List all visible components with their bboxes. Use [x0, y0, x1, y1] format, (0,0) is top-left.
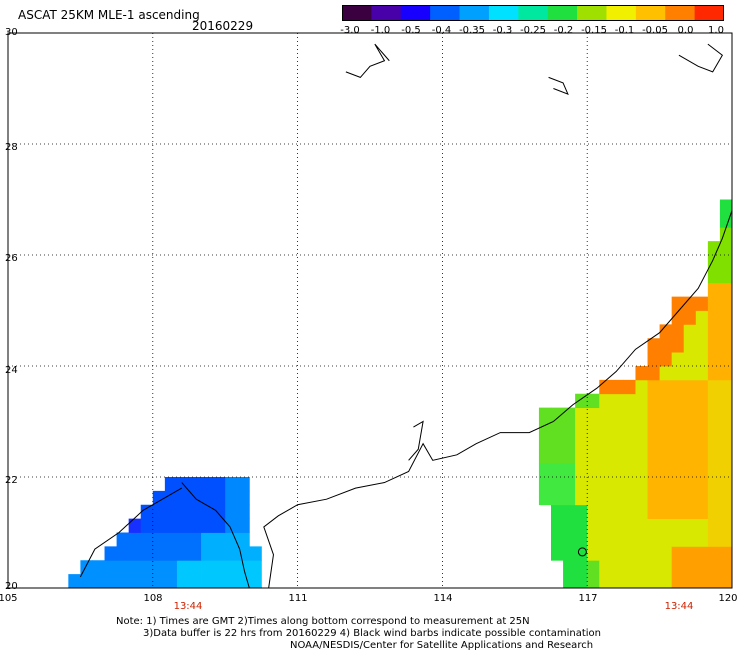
- coastline: [79, 43, 733, 589]
- note-line-3: NOAA/NESDIS/Center for Satellite Applica…: [290, 640, 594, 651]
- color-scale-swatch: [606, 5, 637, 21]
- color-scale-tick-label: -0.05: [642, 25, 668, 36]
- lon-label-105: 105: [0, 593, 18, 604]
- color-scale-tick-label: -0.35: [459, 25, 485, 36]
- color-scale-swatch: [635, 5, 666, 21]
- color-scale-bar: [342, 5, 724, 21]
- note-line-1: Note: 1) Times are GMT 2)Times along bot…: [116, 616, 530, 627]
- map-frame: [7, 32, 733, 589]
- lat-label-24: 24: [5, 365, 18, 376]
- product-title: ASCAT 25KM MLE-1 ascending: [18, 8, 200, 22]
- time-label-west: 13:44: [173, 601, 203, 612]
- lat-label-26: 26: [5, 253, 18, 264]
- lat-label-20: 20: [5, 581, 18, 592]
- color-scale-tick-label: -0.5: [401, 25, 421, 36]
- color-scale-swatch: [547, 5, 578, 21]
- data-swaths: [68, 199, 733, 589]
- color-scale-tick-label: 0.0: [677, 25, 694, 36]
- lon-label-120: 120: [718, 593, 738, 604]
- lon-label-117: 117: [578, 593, 598, 604]
- color-scale-tick-label: -0.25: [520, 25, 546, 36]
- lon-label-108: 108: [143, 593, 163, 604]
- color-scale-swatch: [577, 5, 607, 21]
- color-scale-swatch: [430, 5, 461, 21]
- lon-label-111: 111: [288, 593, 308, 604]
- lat-lon-grid: [8, 33, 732, 588]
- color-scale-swatch: [459, 5, 490, 21]
- color-scale-swatch: [694, 5, 724, 21]
- lat-label-28: 28: [5, 142, 18, 153]
- color-scale-tick-label: -0.4: [431, 25, 452, 36]
- color-scale-tick-label: -0.3: [492, 25, 513, 36]
- color-scale-tick-label: -3.0: [340, 25, 360, 36]
- color-scale-tick-label: -0.15: [581, 25, 607, 36]
- color-scale-swatch: [371, 5, 402, 21]
- color-scale-tick-label: -0.1: [614, 25, 635, 36]
- lat-label-22: 22: [5, 475, 18, 486]
- time-label-east: 13:44: [664, 601, 694, 612]
- color-scale-swatch: [400, 5, 431, 21]
- color-scale-tick-label: -0.2: [553, 25, 574, 36]
- color-scale-tick-label: -1.0: [370, 25, 391, 36]
- color-scale-tick-label: 1.0: [708, 25, 724, 36]
- note-line-2: 3)Data buffer is 22 hrs from 20160229 4)…: [143, 628, 601, 639]
- color-scale-swatch: [665, 5, 696, 21]
- lat-label-30: 30: [5, 27, 18, 38]
- color-scale-swatch: [488, 5, 519, 21]
- color-scale-swatch: [518, 5, 549, 21]
- product-date: 20160229: [192, 19, 254, 33]
- color-scale-swatch: [342, 5, 372, 21]
- lon-label-114: 114: [433, 593, 453, 604]
